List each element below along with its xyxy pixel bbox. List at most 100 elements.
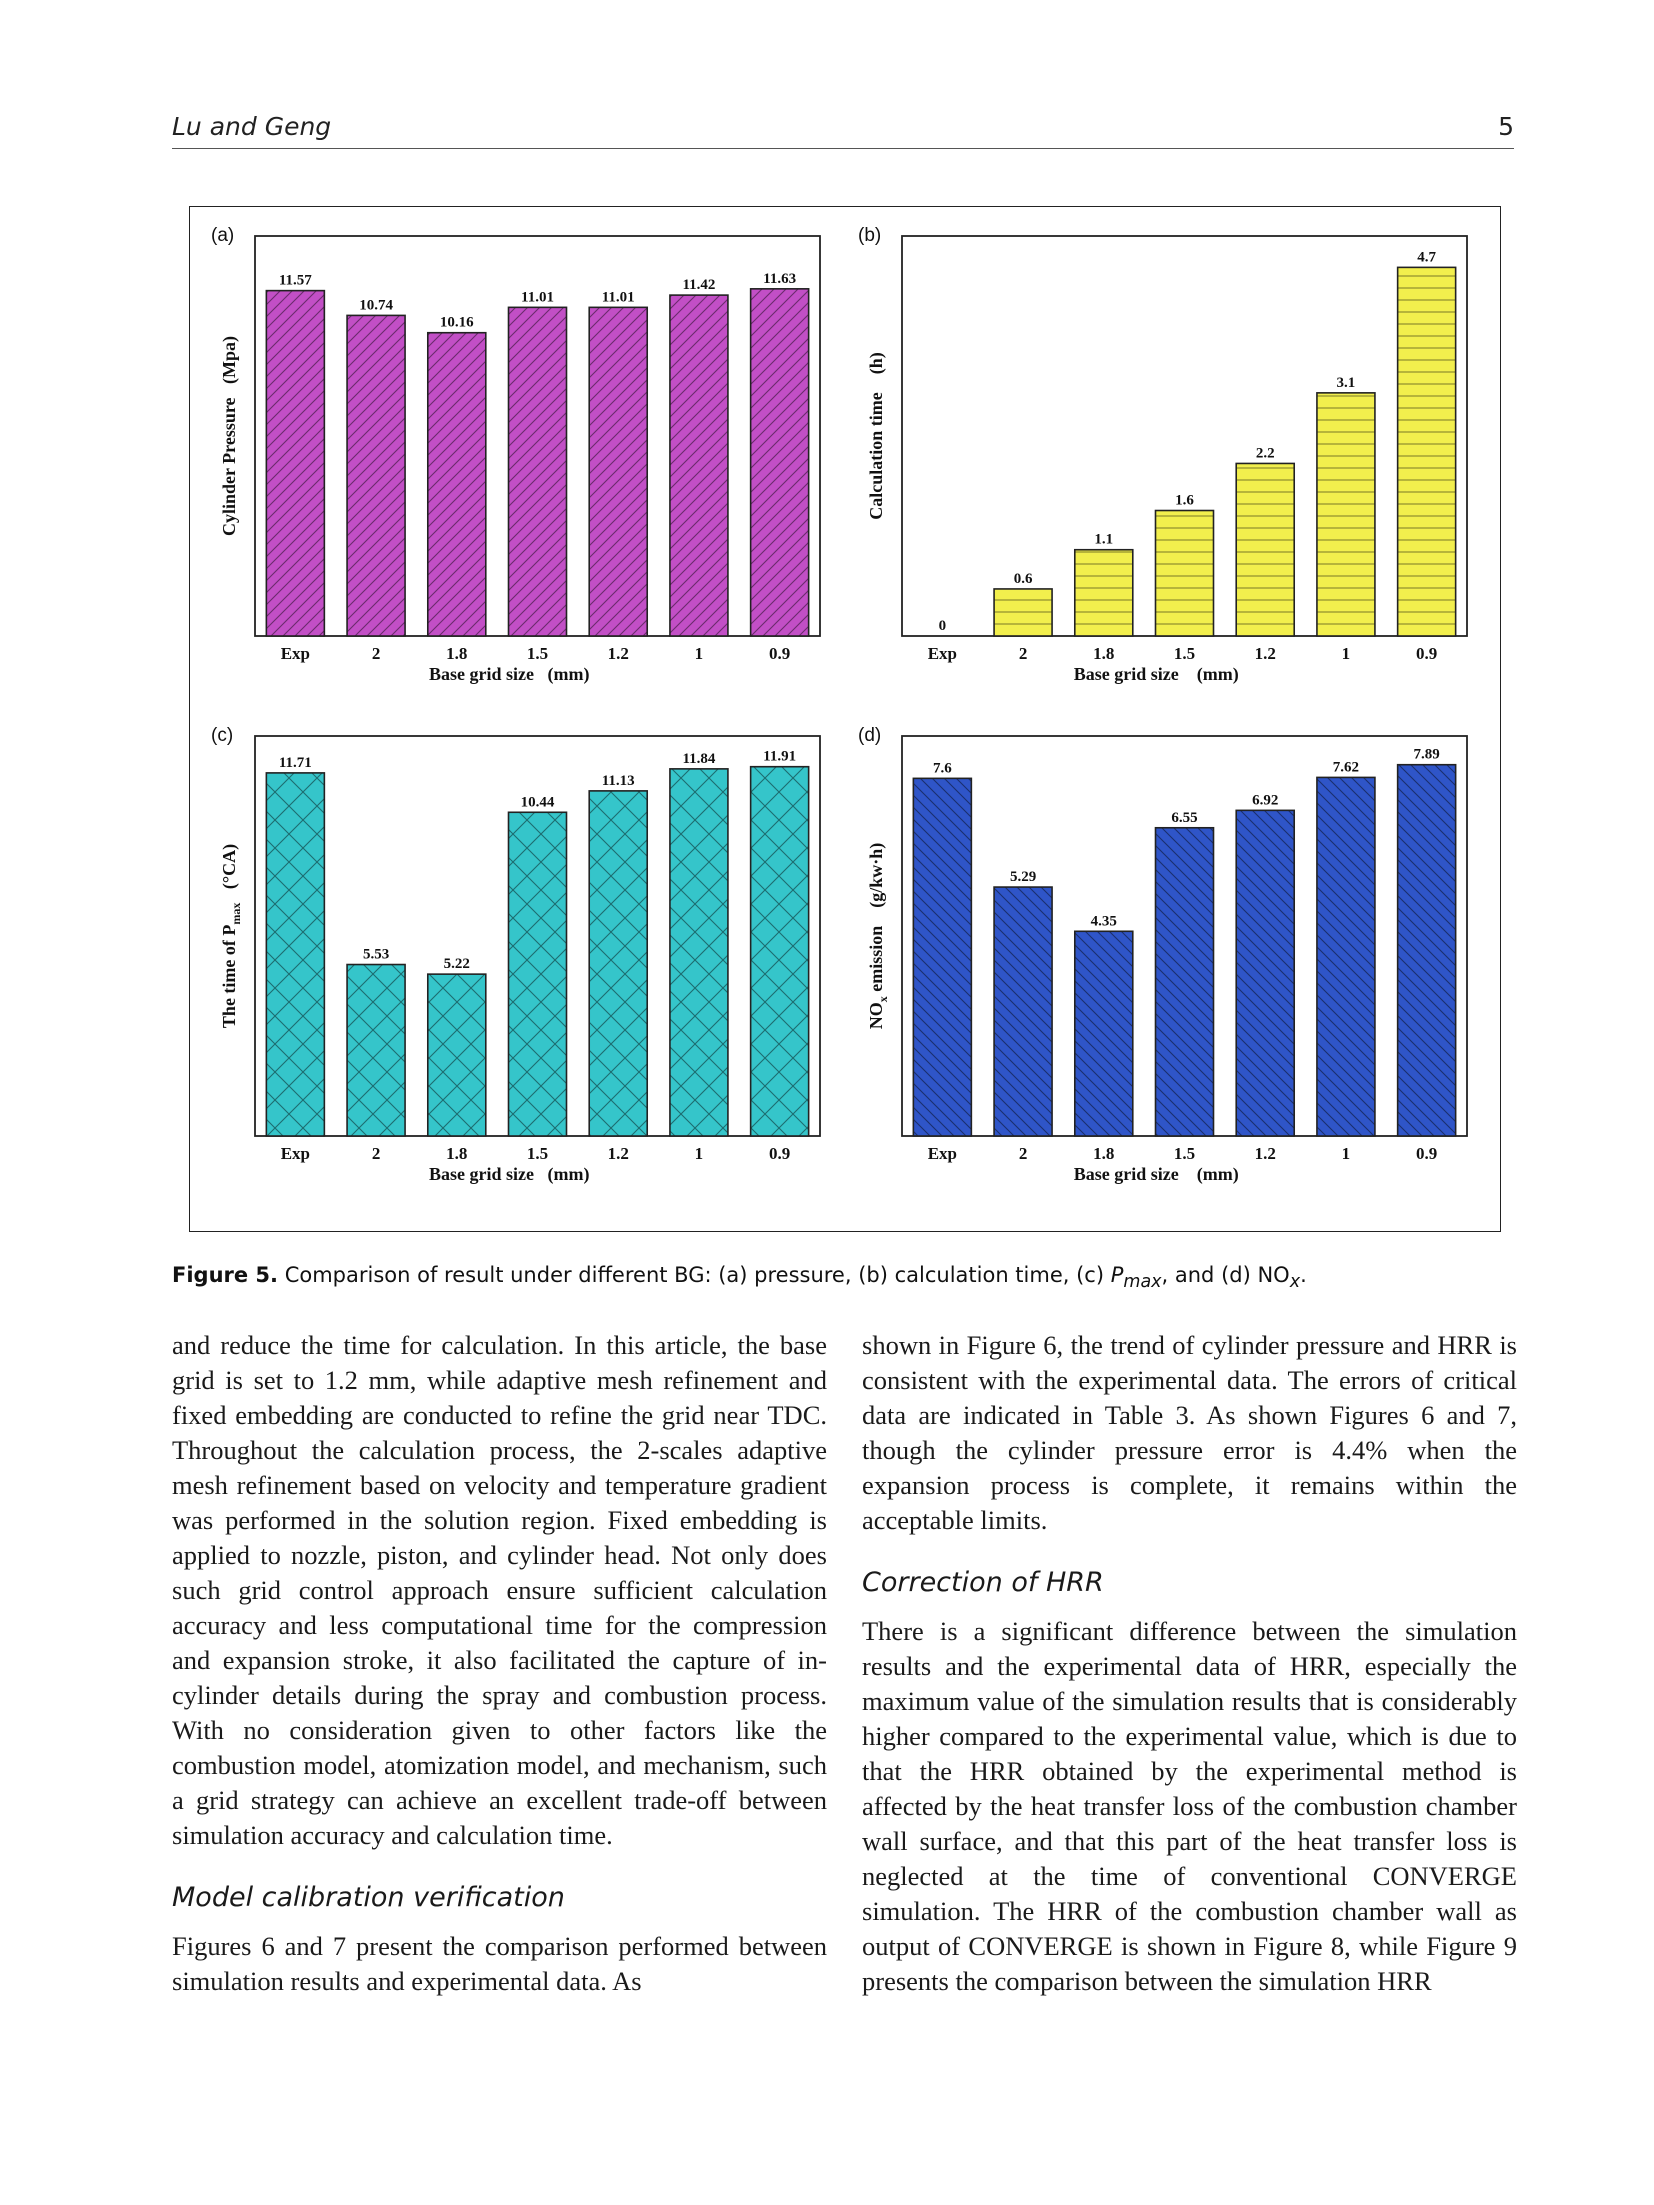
bar	[669, 294, 729, 637]
panel-label: (b)	[858, 225, 881, 246]
x-tick-label: 1.8	[446, 1144, 467, 1163]
chart-panel-b: (b) 0 Exp 0.6 2 1.1 1.8 1.6 1.5 2.2 1.2 3.1 1 4.7 0.9 B…	[852, 222, 1482, 697]
x-tick-label: 2	[1019, 644, 1028, 663]
y-axis-label: The time of Pmax (°CA)	[219, 844, 243, 1028]
x-tick-label: 1	[695, 1144, 704, 1163]
y-axis-label: Calculation time (h)	[866, 352, 887, 519]
bar	[993, 886, 1053, 1137]
bar-value-label: 6.92	[1252, 792, 1278, 808]
bar-value-label: 7.62	[1333, 759, 1359, 775]
x-tick-label: 1.5	[527, 1144, 548, 1163]
panel-label: (a)	[211, 225, 234, 246]
bar-value-label: 11.01	[521, 289, 554, 305]
body-column-right: shown in Figure 6, the trend of cylinder…	[862, 1328, 1517, 1999]
bar	[346, 963, 406, 1137]
chart-panel-a: (a) 11.57 Exp 10.74 2 10.16 1.8 11.01 1.5 11.01 1.…	[205, 222, 835, 697]
x-tick-label: 1.5	[1174, 644, 1195, 663]
figure-caption: Figure 5. Comparison of result under dif…	[172, 1263, 1514, 1292]
x-tick-label: Exp	[281, 1144, 310, 1163]
page-number: 5	[1498, 112, 1514, 141]
x-tick-label: 2	[372, 644, 381, 663]
x-tick-label: 1.8	[1093, 644, 1114, 663]
bar	[426, 973, 487, 1137]
x-tick-label: 1.2	[1255, 644, 1276, 663]
caption-text-2: , and (d) NO	[1161, 1263, 1290, 1287]
panel-label: (c)	[211, 725, 233, 746]
bar	[749, 765, 810, 1137]
bar	[1154, 826, 1215, 1137]
bar-value-label: 10.44	[521, 794, 555, 810]
bar	[669, 768, 729, 1137]
x-axis-label: Base grid size (mm)	[429, 1164, 589, 1185]
section-heading-model-calibration: Model calibration verification	[172, 1882, 565, 1913]
bar	[1073, 548, 1134, 637]
body-paragraph: and reduce the time for calculation. In …	[172, 1330, 827, 1850]
body-paragraph: shown in Figure 6, the trend of cylinder…	[862, 1330, 1517, 1535]
chart-panel-c: (c) 11.71 Exp 5.53 2 5.22 1.8 10.44 1.5 11.13 1.2 1…	[205, 722, 835, 1197]
y-axis-label: NOx emission (g/kw·h)	[866, 843, 890, 1030]
header-rule	[172, 148, 1514, 149]
x-tick-label: 1.2	[608, 1144, 629, 1163]
bar	[507, 306, 568, 637]
bar-value-label: 0	[939, 618, 947, 634]
chart-svg: (c) 11.71 Exp 5.53 2 5.22 1.8 10.44 1.5 11.13 1.2 1…	[211, 725, 821, 1185]
bar-value-label: 6.55	[1171, 810, 1197, 826]
bar	[1235, 809, 1296, 1137]
bar-value-label: 5.29	[1010, 869, 1036, 885]
x-tick-label: 0.9	[1416, 644, 1437, 663]
x-axis-label: Base grid size (mm)	[1074, 1164, 1239, 1185]
chart-svg: (d) 7.6 Exp 5.29 2 4.35 1.8 6.55 1.5 6.92 1.2 7.62 1…	[858, 725, 1468, 1185]
x-tick-label: 0.9	[769, 644, 790, 663]
bar	[1235, 462, 1296, 637]
section-heading-correction-hrr: Correction of HRR	[862, 1567, 1104, 1598]
bar-value-label: 11.71	[279, 755, 312, 771]
chart-svg: (b) 0 Exp 0.6 2 1.1 1.8 1.6 1.5 2.2 1.2 3.1 1 4.7 0.9 B…	[858, 225, 1468, 685]
bar	[912, 777, 973, 1137]
body-column-left: and reduce the time for calculation. In …	[172, 1328, 827, 1999]
bar-value-label: 5.53	[363, 947, 389, 963]
x-tick-label: 1	[1342, 1144, 1351, 1163]
bar-value-label: 7.6	[933, 760, 952, 776]
x-axis-label: Base grid size (mm)	[429, 664, 589, 685]
bar-value-label: 10.74	[359, 297, 393, 313]
bar-value-label: 4.35	[1091, 913, 1117, 929]
bar-value-label: 7.89	[1414, 747, 1440, 763]
body-paragraph: There is a significant difference betwee…	[862, 1616, 1517, 1996]
chart-svg: (a) 11.57 Exp 10.74 2 10.16 1.8 11.01 1.5 11.01 1.…	[211, 225, 821, 685]
bar	[1396, 763, 1457, 1137]
x-tick-label: 0.9	[769, 1144, 790, 1163]
body-paragraph: Figures 6 and 7 present the comparison p…	[172, 1931, 827, 1996]
panel-label: (d)	[858, 725, 881, 746]
chart-panel-d: (d) 7.6 Exp 5.29 2 4.35 1.8 6.55 1.5 6.92 1.2 7.62 1…	[852, 722, 1482, 1197]
x-tick-label: Exp	[281, 644, 310, 663]
x-tick-label: 1.8	[1093, 1144, 1114, 1163]
x-tick-label: 0.9	[1416, 1144, 1437, 1163]
bar	[1316, 392, 1376, 637]
bar-value-label: 11.01	[602, 289, 635, 305]
bar-value-label: 3.1	[1337, 375, 1356, 391]
bar-value-label: 4.7	[1417, 249, 1436, 265]
bar	[1396, 266, 1457, 637]
bar-value-label: 1.1	[1094, 532, 1113, 548]
x-tick-label: 2	[372, 1144, 381, 1163]
running-header-authors: Lu and Geng	[172, 112, 332, 141]
caption-pmax-sub: max	[1123, 1272, 1162, 1293]
bar	[1154, 509, 1215, 637]
x-tick-label: 1.2	[608, 644, 629, 663]
bar	[265, 289, 326, 637]
bar-value-label: 2.2	[1256, 445, 1275, 461]
bar	[588, 790, 649, 1137]
bar	[749, 288, 810, 637]
bar	[588, 306, 649, 637]
bar-value-label: 11.13	[602, 773, 635, 789]
caption-end: .	[1300, 1263, 1307, 1287]
bar	[993, 588, 1053, 637]
bar-value-label: 11.57	[279, 273, 312, 289]
bar-value-label: 5.22	[444, 956, 470, 972]
caption-nox-sub: x	[1289, 1272, 1301, 1293]
bar-value-label: 11.63	[763, 271, 796, 287]
bar-value-label: 0.6	[1014, 571, 1033, 587]
x-tick-label: 1.8	[446, 644, 467, 663]
bar	[507, 811, 568, 1137]
x-tick-label: 1	[695, 644, 704, 663]
